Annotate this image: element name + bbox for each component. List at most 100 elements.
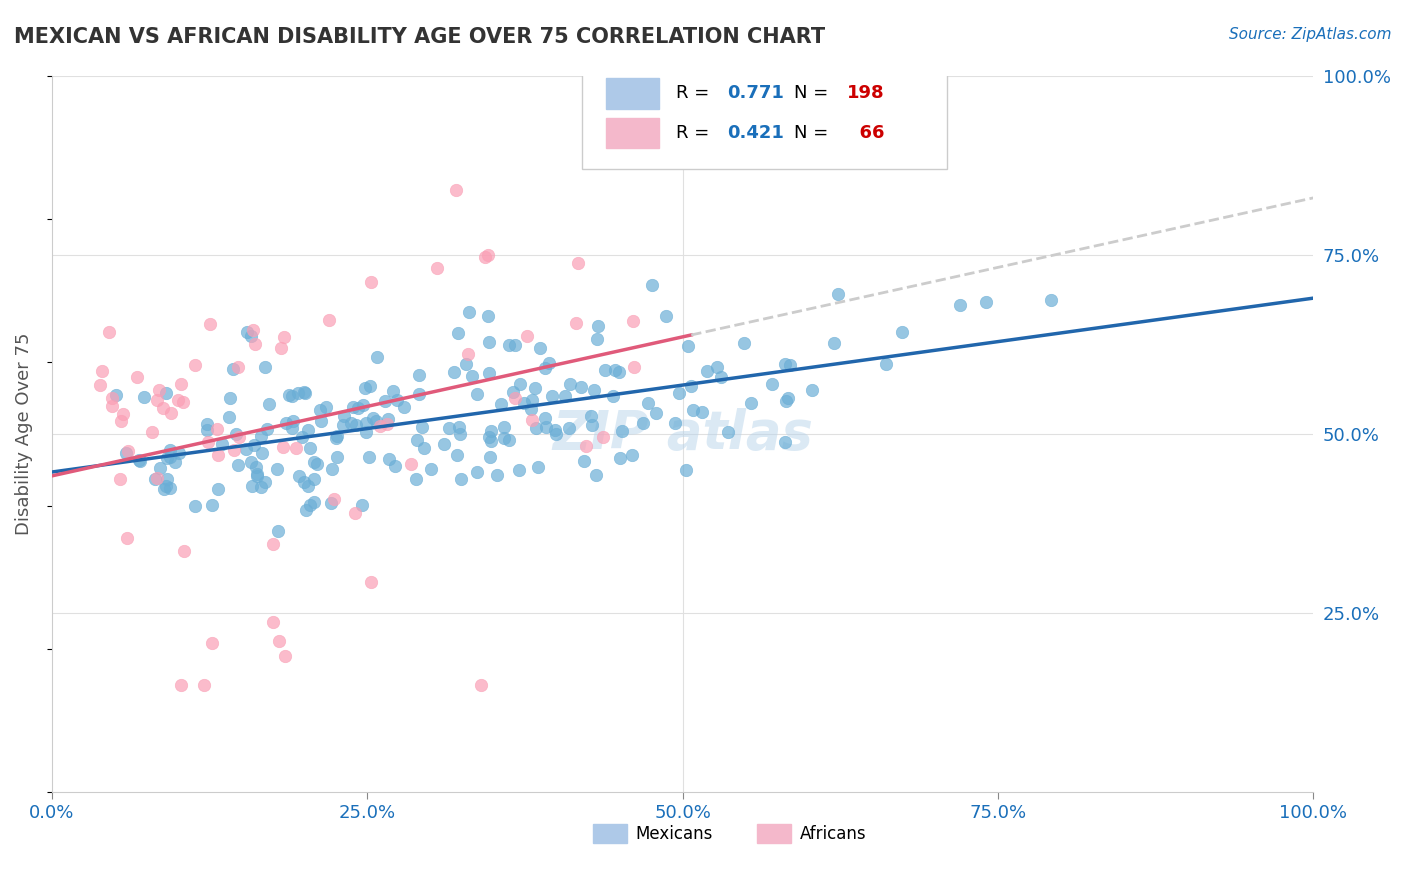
Point [534,361,557,376]
Point [633,416,655,430]
Point [332,409,354,424]
Point [433,436,456,450]
Point [354,425,377,439]
Point [156,472,179,486]
Point [612,424,634,438]
Point [733,335,755,350]
Point [298,498,321,512]
Point [344,506,367,520]
Point [271,440,294,454]
Point [478,430,501,444]
Point [91,364,114,378]
Point [299,441,322,455]
Point [405,434,427,448]
Point [117,444,139,458]
Point [170,377,193,392]
Point [602,389,624,403]
Point [690,405,713,419]
Point [375,417,398,431]
Point [326,450,349,464]
Point [108,472,131,486]
Point [682,402,704,417]
Point [195,423,218,437]
Point [478,335,501,350]
Point [256,421,278,435]
Point [226,360,249,375]
Point [323,492,346,507]
Point [450,472,472,486]
Point [125,370,148,384]
Text: ZIP atlas: ZIP atlas [553,408,813,460]
Text: Mexicans: Mexicans [636,825,713,843]
FancyBboxPatch shape [582,54,948,169]
Point [413,441,436,455]
Text: 198: 198 [846,85,884,103]
Point [167,393,190,408]
Point [184,499,207,513]
Point [240,329,263,343]
Point [477,248,499,262]
Point [270,341,292,355]
Point [285,441,308,455]
Point [321,462,343,476]
Point [354,417,377,431]
Point [250,480,273,494]
Point [447,326,470,340]
Point [326,429,349,443]
Point [346,401,368,415]
Point [246,467,269,482]
Point [359,378,381,392]
Point [302,455,325,469]
Point [520,413,543,427]
Point [498,338,520,352]
Point [377,452,399,467]
Point [342,400,364,414]
Text: 66: 66 [846,124,884,142]
Text: 0.771: 0.771 [727,85,783,103]
Point [891,325,914,339]
Point [253,475,276,489]
Point [458,305,481,319]
Point [292,475,315,489]
Point [621,448,644,462]
Point [675,463,697,477]
Point [717,425,740,439]
Point [420,462,443,476]
Point [827,287,849,301]
Point [302,495,325,509]
Point [353,381,375,395]
Point [540,389,562,403]
Point [520,401,543,416]
Point [195,417,218,432]
Point [526,460,548,475]
Point [246,468,269,483]
Point [207,482,229,496]
Point [105,388,128,402]
Text: N =: N = [793,85,834,103]
Point [169,678,191,692]
Point [534,411,557,425]
Point [761,376,783,391]
Text: Africans: Africans [800,825,866,843]
Point [340,417,363,431]
Point [152,483,174,497]
Point [775,357,797,371]
Point [478,366,501,380]
Point [117,531,139,545]
Point [595,363,617,377]
Point [446,448,468,462]
Point [368,419,391,434]
Point [588,318,610,333]
Point [676,339,699,353]
Point [259,397,281,411]
Point [408,387,430,401]
Point [456,357,478,371]
Point [384,459,406,474]
Point [385,392,408,407]
Point [875,357,897,371]
Point [637,396,659,410]
Point [740,396,762,410]
Point [315,401,337,415]
Point [309,402,332,417]
Point [586,332,609,346]
